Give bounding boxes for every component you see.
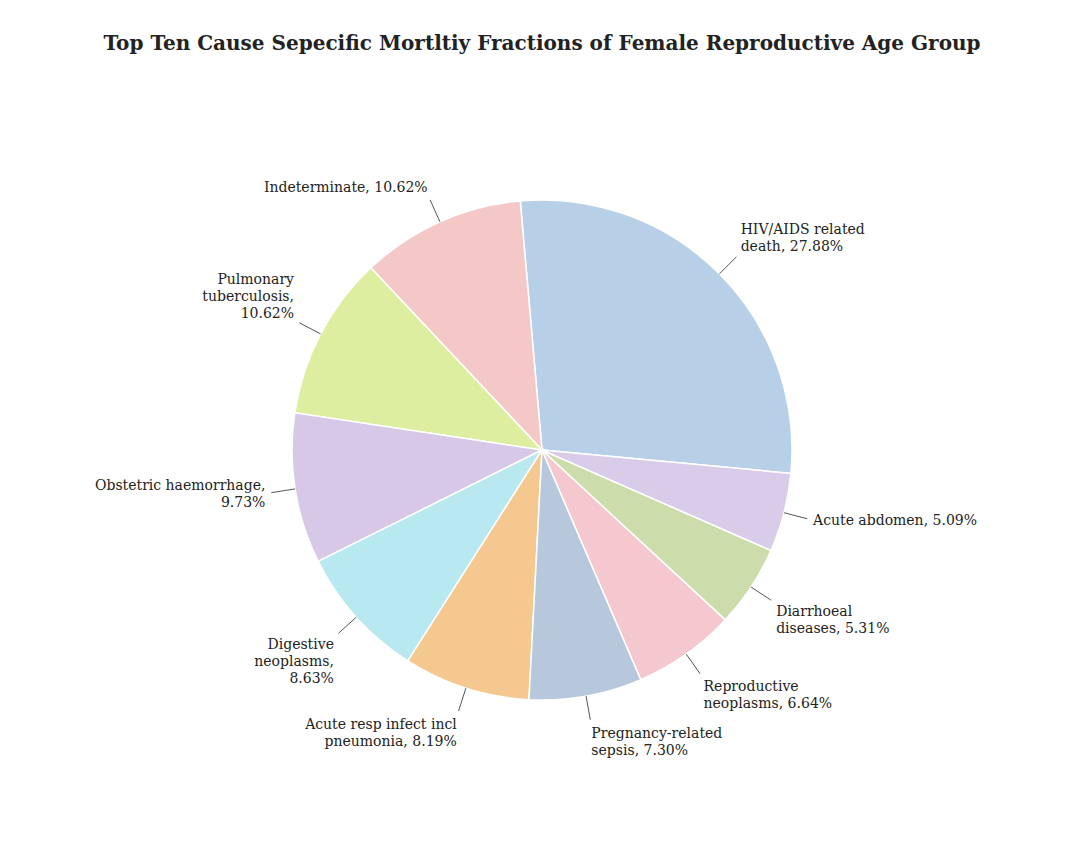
- leader-line: [299, 323, 320, 334]
- leader-line: [459, 688, 466, 711]
- leader-line: [719, 257, 736, 274]
- title: Top Ten Cause Sepecific Mortltiy Fractio…: [104, 31, 981, 55]
- leader-line: [686, 654, 700, 674]
- leader-line: [751, 587, 771, 600]
- slice-label: Obstetric haemorrhage,9.73%: [95, 477, 265, 510]
- leader-line: [338, 617, 356, 633]
- chart: Top Ten Cause Sepecific Mortltiy Fractio…: [0, 0, 1084, 852]
- leader-line: [271, 489, 295, 493]
- slice-label: Indeterminate, 10.62%: [264, 179, 428, 195]
- slice-label: Reproductiveneoplasms, 6.64%: [704, 678, 833, 711]
- slice-label: Diarrhoealdiseases, 5.31%: [776, 603, 889, 636]
- slice: [542, 450, 791, 550]
- slice-label: Acute resp infect inclpneumonia, 8.19%: [304, 716, 457, 749]
- slice: [408, 450, 542, 700]
- slices: [292, 200, 792, 700]
- slice-label: HIV/AIDS relateddeath, 27.88%: [741, 221, 865, 254]
- labels: HIV/AIDS relateddeath, 27.88% Indetermina…: [95, 179, 977, 757]
- slice-label: Pulmonarytuberculosis,10.62%: [202, 271, 294, 321]
- slice-label: Digestiveneoplasms,8.63%: [254, 636, 334, 686]
- slice-label: Acute abdomen, 5.09%: [812, 512, 977, 528]
- leader-line: [430, 200, 440, 222]
- slice-label: Pregnancy-relatedsepsis, 7.30%: [591, 725, 722, 758]
- leader-line: [586, 696, 590, 720]
- leader-line: [784, 513, 807, 519]
